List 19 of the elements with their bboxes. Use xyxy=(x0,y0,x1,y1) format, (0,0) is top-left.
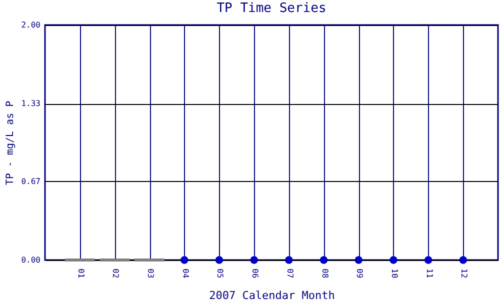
x-tick-label: 10 xyxy=(390,268,399,278)
x-tick-label: 03 xyxy=(146,268,156,278)
y-tick-label: 0.00 xyxy=(21,256,41,264)
x-tick-label: 08 xyxy=(320,268,330,278)
x-tick-label: 09 xyxy=(355,268,364,278)
x-axis-title: 2007 Calendar Month xyxy=(209,289,335,300)
x-tick-label: 02 xyxy=(111,268,120,278)
x-tick-label: 04 xyxy=(180,268,190,278)
x-tick-label: 05 xyxy=(216,268,225,278)
y-tick-label: 2.00 xyxy=(21,20,41,30)
x-tick-label: 06 xyxy=(250,268,260,278)
chart-title: TP Time Series xyxy=(216,1,326,16)
x-tick-label: 01 xyxy=(76,268,86,278)
y-tick-label: 1.33 xyxy=(21,99,41,108)
y-axis-title: TP - mg/L as P xyxy=(5,100,16,186)
x-tick-label: 11 xyxy=(424,268,434,278)
x-tick-label: 12 xyxy=(460,268,469,278)
x-tick-label: 07 xyxy=(285,268,294,278)
y-tick-label: 0.67 xyxy=(21,176,41,186)
